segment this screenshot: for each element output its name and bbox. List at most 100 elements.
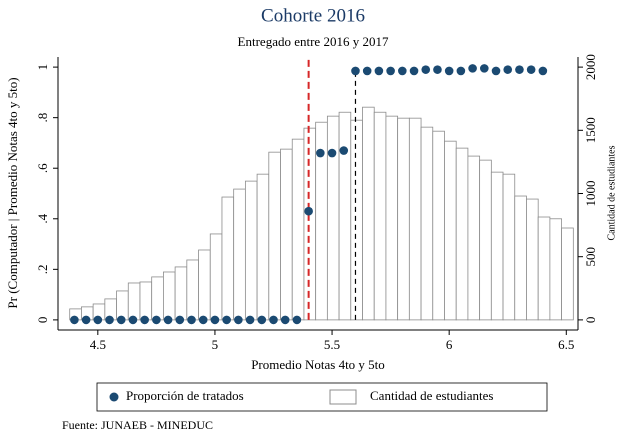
scatter-point xyxy=(362,66,372,76)
scatter-point xyxy=(421,65,431,74)
scatter-point xyxy=(538,66,548,76)
source-note: Fuente: JUNAEB - MINEDUC xyxy=(62,418,213,432)
y2-tick-label: 2000 xyxy=(583,54,598,80)
histogram-bar xyxy=(502,173,516,321)
scatter-point xyxy=(316,148,325,158)
scatter-point xyxy=(81,315,91,325)
histogram-bar xyxy=(221,196,235,321)
y-tick-label: .8 xyxy=(35,113,50,123)
y-tick-label: .4 xyxy=(35,213,50,223)
histogram-bar xyxy=(526,198,539,321)
y2-tick-label: 500 xyxy=(583,247,598,267)
histogram-bar xyxy=(198,249,211,321)
histogram-bar xyxy=(549,218,563,321)
legend-marker xyxy=(109,392,119,402)
scatter-point xyxy=(433,65,442,74)
scatter-point xyxy=(468,64,477,73)
histogram-bar xyxy=(561,227,574,321)
histogram-bar xyxy=(127,282,141,321)
scatter-point xyxy=(140,315,149,325)
histogram-bar xyxy=(326,115,340,321)
scatter-point xyxy=(175,315,185,325)
scatter-point xyxy=(374,66,384,76)
histogram-bar xyxy=(280,148,293,321)
histogram-bar xyxy=(256,173,270,321)
scatter-point xyxy=(234,315,243,325)
x-axis-label: Promedio Notas 4to y 5to xyxy=(251,357,385,372)
scatter-point xyxy=(280,315,290,325)
histogram-bar xyxy=(268,151,281,321)
scatter-point xyxy=(187,315,196,325)
histogram-bar xyxy=(385,115,399,321)
histogram-bar xyxy=(444,140,457,321)
histogram-bar xyxy=(479,159,492,321)
histogram-bar xyxy=(303,127,317,321)
scatter-point xyxy=(444,66,454,76)
scatter-point xyxy=(456,66,466,76)
histogram-bar xyxy=(490,171,504,321)
histogram-bar xyxy=(397,117,410,321)
x-tick-label: 6 xyxy=(446,337,453,352)
histogram-bar xyxy=(373,111,387,321)
x-tick-label: 5.5 xyxy=(324,337,340,352)
scatter-point xyxy=(257,315,267,325)
histogram-bar xyxy=(338,111,352,321)
scatter-point xyxy=(128,315,138,325)
scatter-point xyxy=(327,148,337,158)
scatter-point xyxy=(210,315,220,325)
scatter-point xyxy=(491,66,501,76)
chart-title: Cohorte 2016 xyxy=(261,5,365,26)
scatter-point xyxy=(398,66,407,76)
scatter-point xyxy=(163,315,173,325)
scatter-point xyxy=(198,315,208,325)
scatter-point xyxy=(116,315,126,325)
legend-box xyxy=(96,382,548,412)
legend-label: Cantidad de estudiantes xyxy=(370,388,493,403)
scatter-point xyxy=(515,65,524,74)
histogram-bar xyxy=(244,180,258,321)
scatter-point xyxy=(105,315,114,325)
chart-subtitle: Entregado entre 2016 y 2017 xyxy=(238,34,389,49)
scatter-point xyxy=(304,206,313,216)
histogram-bar xyxy=(537,216,551,321)
histogram-bar xyxy=(209,233,223,321)
scatter-point xyxy=(339,146,349,155)
y-axis-label: Pr (Computador | Promedio Notas 4to y 5t… xyxy=(5,77,20,308)
scatter-point xyxy=(386,66,395,76)
histogram-bar xyxy=(420,126,434,321)
histogram-bar xyxy=(151,276,164,321)
y-tick-label: 0 xyxy=(35,317,50,324)
y-tick-label: .6 xyxy=(35,163,50,173)
histogram-bar xyxy=(139,281,153,321)
y-tick-label: .2 xyxy=(35,264,50,274)
scatter-point xyxy=(409,66,419,76)
y-tick-label: 1 xyxy=(35,64,50,71)
scatter-point xyxy=(503,65,513,74)
y2-axis-label: Cantidad de estudiantes xyxy=(606,145,617,240)
histogram-bar xyxy=(362,106,375,321)
scatter-point xyxy=(269,315,278,325)
histogram-bar xyxy=(408,117,422,321)
histogram-bar xyxy=(233,188,246,321)
scatter-point xyxy=(245,315,255,325)
scatter-point xyxy=(152,315,161,325)
scatter-point xyxy=(351,66,360,76)
scatter-point xyxy=(292,315,302,325)
histogram-bar xyxy=(467,155,481,321)
histogram-bar xyxy=(455,147,469,321)
histogram-bar xyxy=(432,130,445,321)
histogram-bar xyxy=(116,290,129,321)
histogram-bar xyxy=(174,266,188,321)
y2-tick-label: 1000 xyxy=(583,181,598,207)
scatter-point xyxy=(526,65,536,74)
scatter-point xyxy=(222,315,231,325)
histogram-bar xyxy=(350,119,363,321)
x-tick-label: 4.5 xyxy=(90,337,106,352)
scatter-point xyxy=(480,64,489,73)
histogram-bar xyxy=(186,259,199,321)
x-tick-label: 6.5 xyxy=(558,337,574,352)
legend-label: Proporción de tratados xyxy=(126,388,244,403)
histogram-bar xyxy=(514,195,527,321)
scatter-point xyxy=(70,315,79,325)
